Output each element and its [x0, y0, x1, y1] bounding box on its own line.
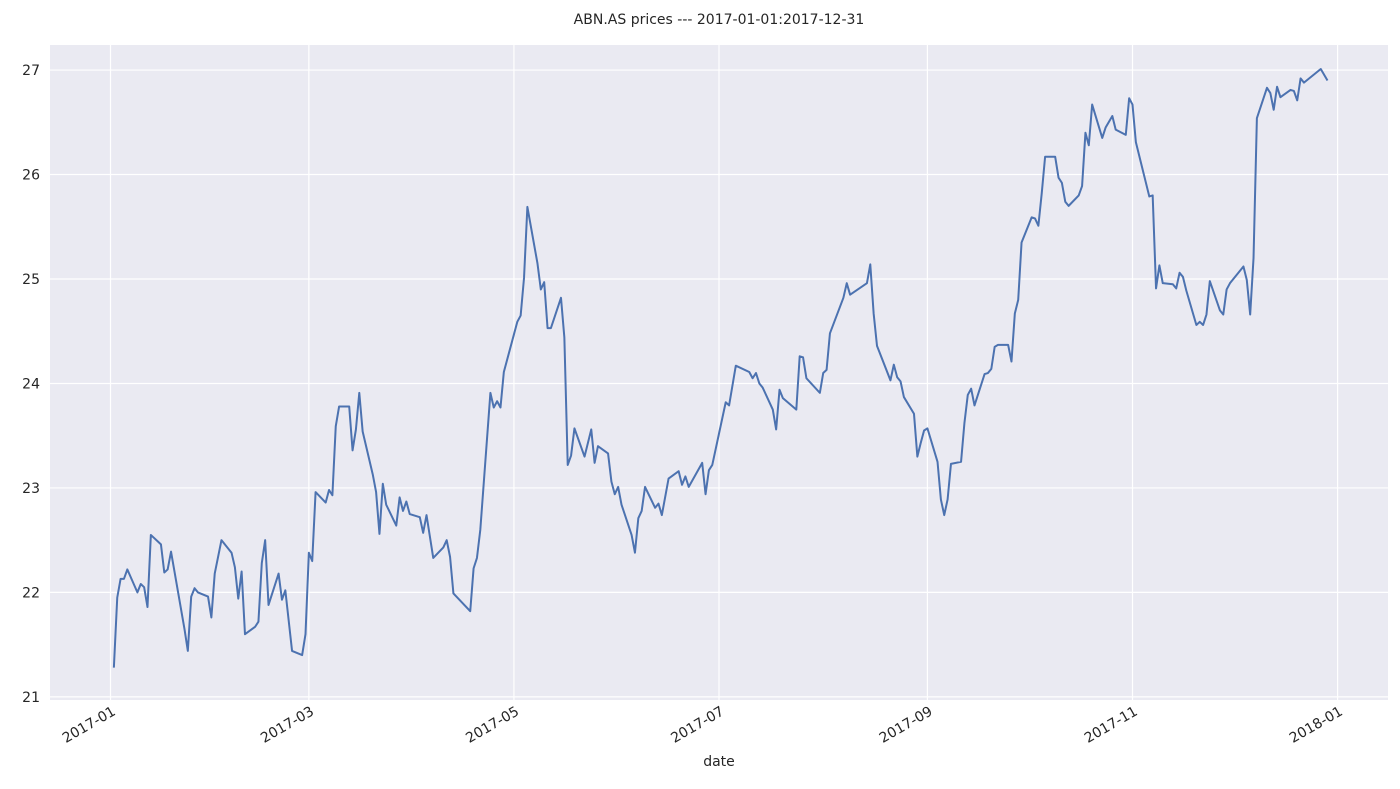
- y-tick-label: 25: [22, 272, 40, 288]
- x-tick-label: 2017-03: [258, 704, 317, 747]
- chart-title: ABN.AS prices --- 2017-01-01:2017-12-31: [574, 12, 865, 28]
- x-tick-label: 2017-09: [877, 704, 936, 747]
- y-tick-label: 23: [22, 481, 40, 497]
- y-tick-label: 26: [22, 168, 40, 184]
- y-tick-label: 22: [22, 585, 40, 601]
- price-line: [112, 68, 1329, 668]
- x-tick-label: 2017-11: [1082, 704, 1141, 747]
- y-tick-label: 24: [22, 376, 40, 392]
- x-tick-label: 2018-01: [1287, 704, 1346, 747]
- y-tick-label: 27: [22, 63, 40, 79]
- x-tick-label: 2017-01: [60, 704, 119, 747]
- x-tick-label: 2017-07: [668, 704, 727, 747]
- x-tick-label: 2017-05: [463, 704, 522, 747]
- y-tick-label: 21: [22, 690, 40, 706]
- x-axis-label: date: [703, 754, 735, 770]
